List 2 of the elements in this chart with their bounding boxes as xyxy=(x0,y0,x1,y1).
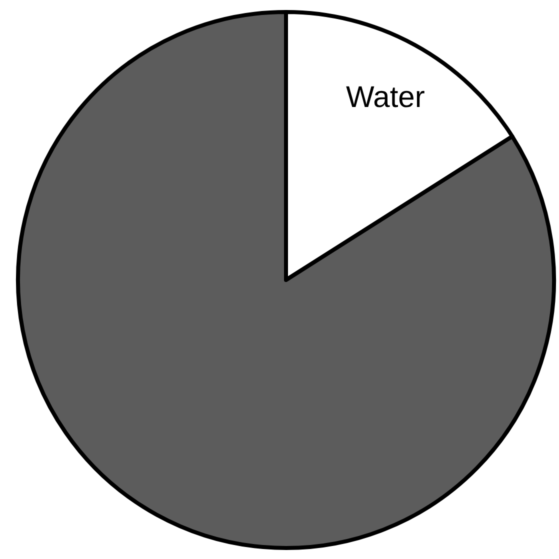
pie-slice xyxy=(16,10,556,550)
slice-label: Water xyxy=(346,81,425,114)
